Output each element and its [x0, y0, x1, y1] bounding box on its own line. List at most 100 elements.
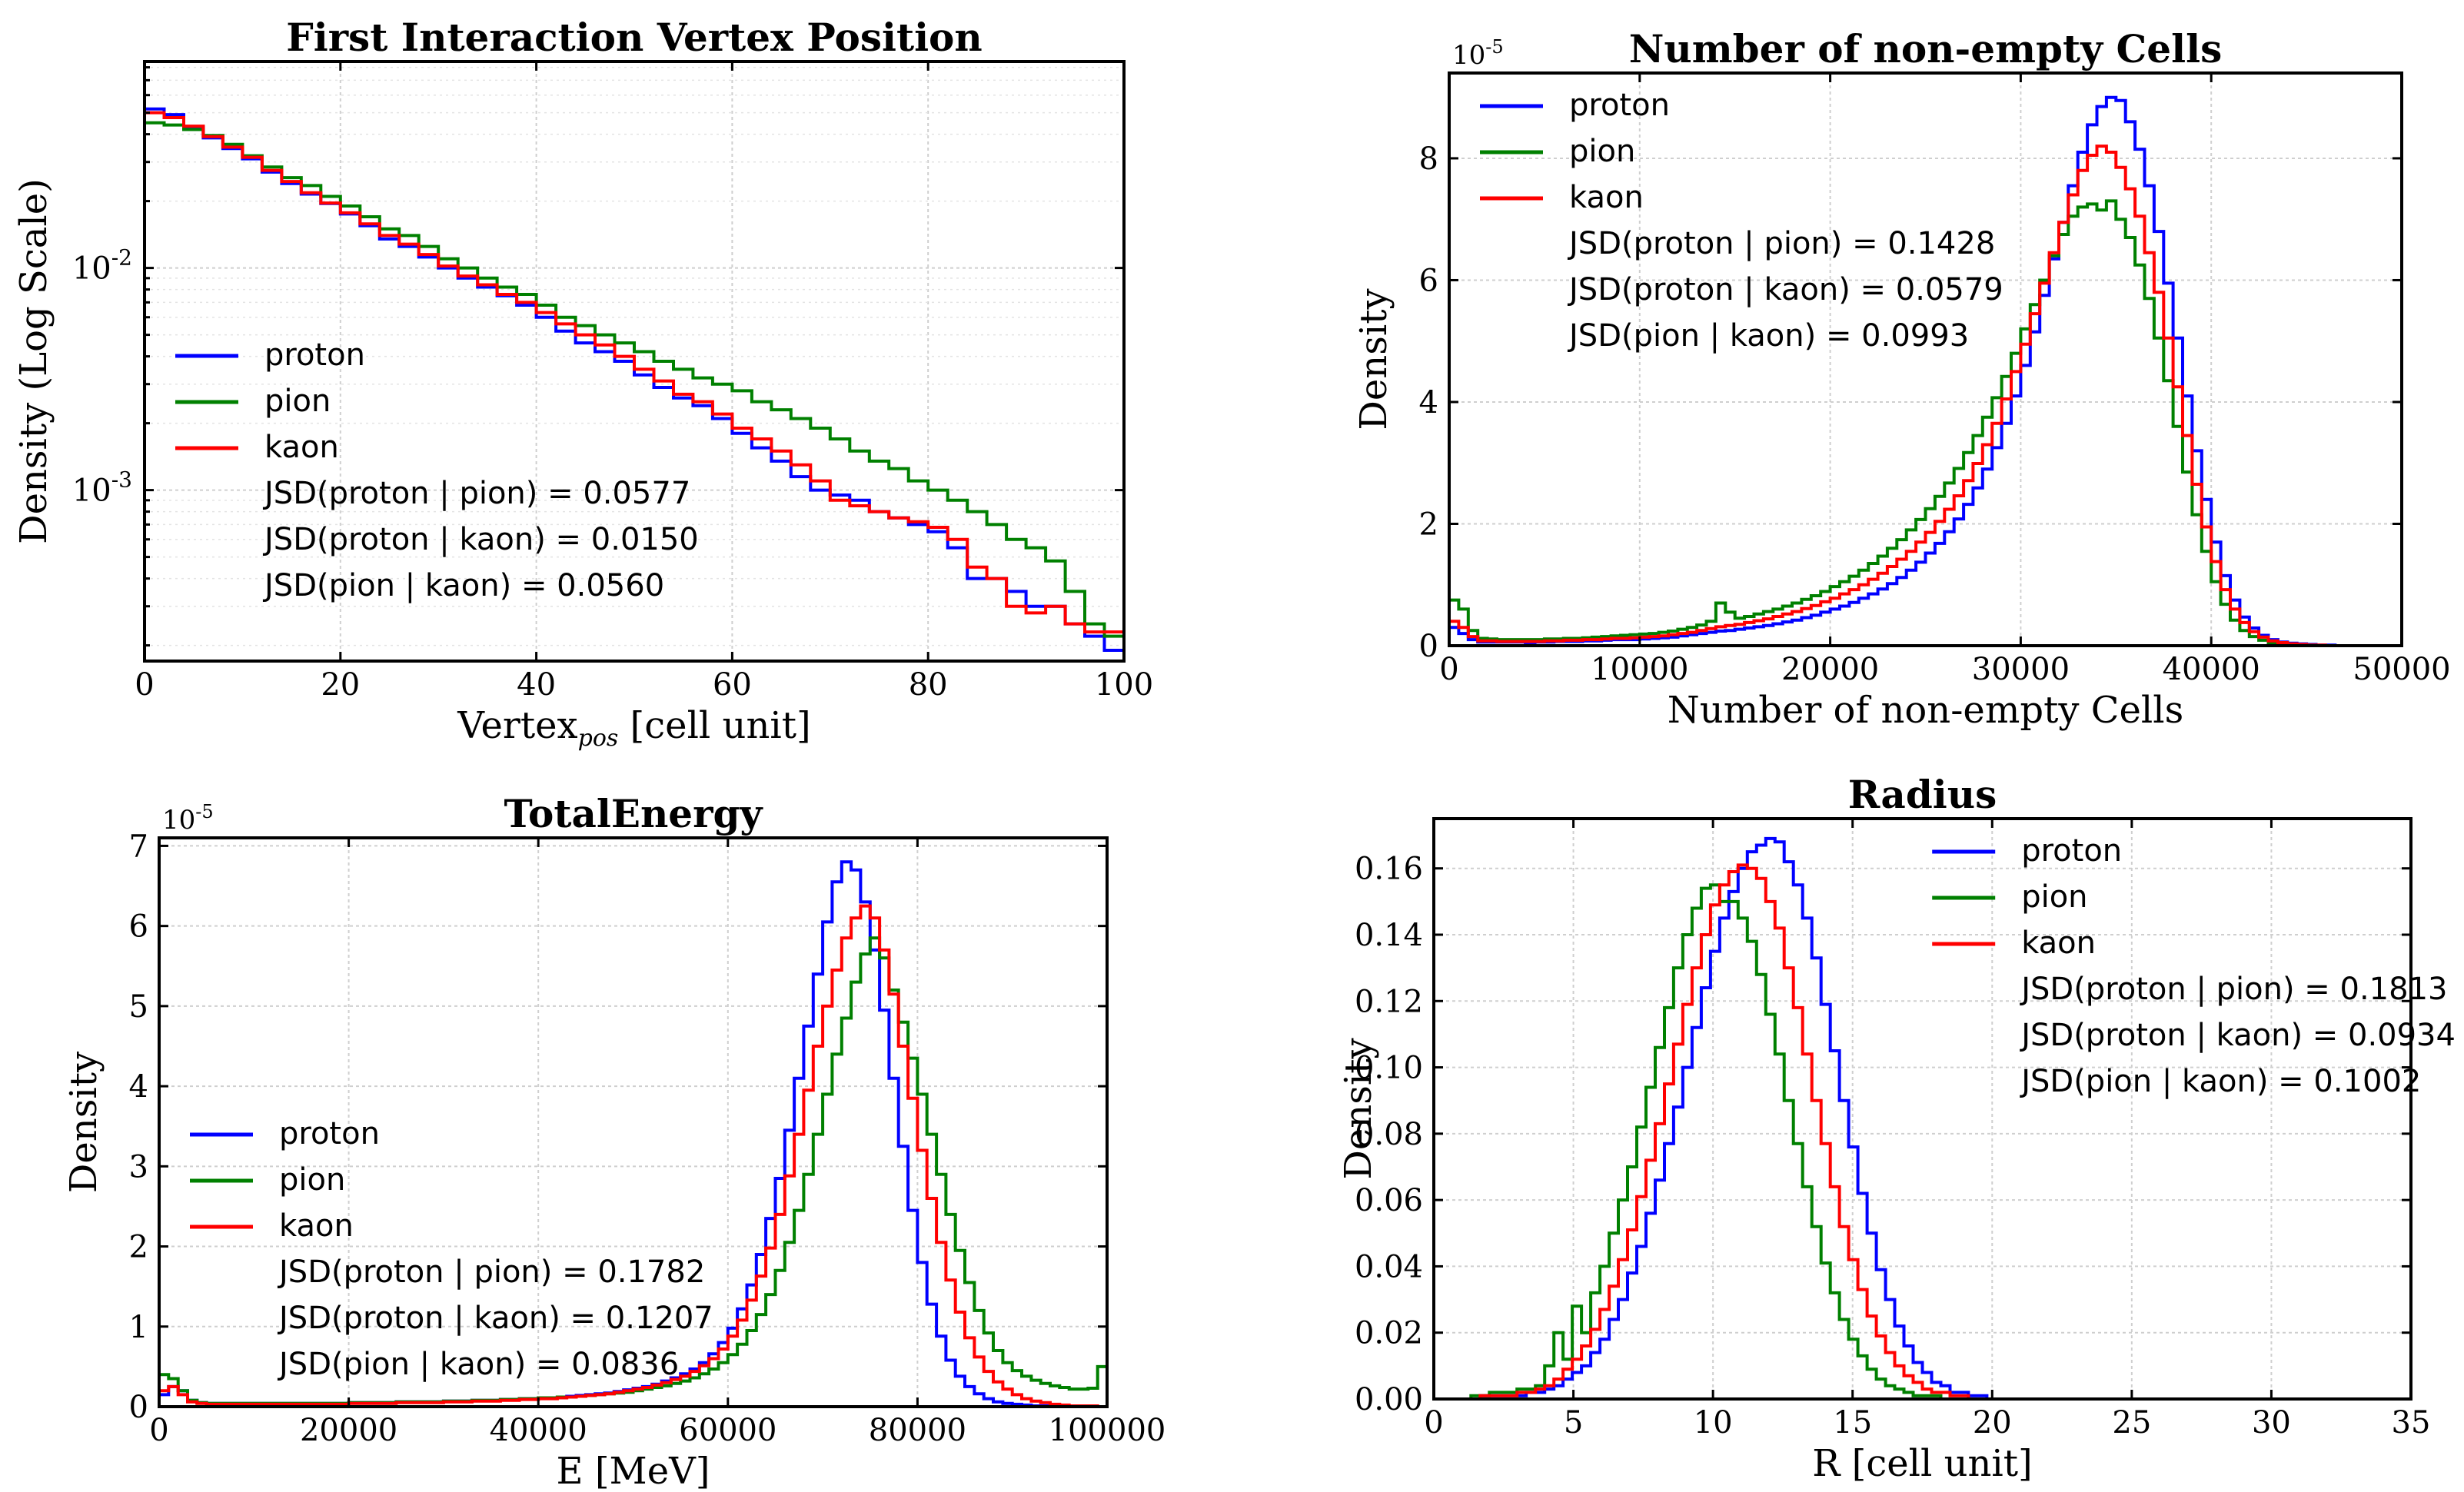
legend: proton pion kaon JSD(proton | pion) = 0.178… [190, 1116, 713, 1382]
x-tick-label: 100000 [1049, 1413, 1166, 1448]
series-pion-line [1461, 883, 2024, 1401]
legend-label-pion: pion [2021, 879, 2087, 915]
y-multiplier-exponent: -5 [1485, 36, 1503, 58]
y-multiplier-base: 10 [1452, 40, 1485, 71]
y-tick-label: 4 [129, 1069, 148, 1105]
y-tick-label: 8 [1419, 141, 1438, 177]
x-tick-label: 20 [1973, 1405, 2012, 1440]
x-tick-label: 0 [1439, 652, 1458, 687]
legend-label-proton: proton [279, 1116, 380, 1151]
y-tick-label: 2 [1419, 507, 1438, 542]
y-tick-label: 10-2 [72, 245, 132, 287]
legend-jsd-note: JSD(proton | kaon) = 0.0150 [262, 522, 699, 557]
x-tick-label: 100 [1095, 667, 1153, 703]
chart-panel-3: 0 5 10 15 20 25 30 35 0.00 0.02 0.04 0.06 0.08 0.10 0.… [1337, 772, 2456, 1485]
series-pion-line [145, 121, 1124, 638]
grid [1434, 819, 2411, 1399]
legend-jsd-note: JSD(pion | kaon) = 0.0836 [277, 1347, 679, 1382]
series-kaon-line [159, 904, 1107, 1408]
y-axis-label: Density (Log Scale) [12, 178, 55, 544]
grid [145, 61, 1124, 661]
chart-title: TotalEnergy [504, 791, 764, 836]
y-tick-label: 0.02 [1355, 1316, 1423, 1351]
series-kaon-line [1461, 863, 2024, 1401]
y-tick-label: 0.08 [1355, 1117, 1423, 1152]
x-tick-label: 10 [1694, 1405, 1733, 1440]
x-tick-label: 60000 [679, 1413, 776, 1448]
x-tick-label: 30000 [1972, 652, 2070, 687]
legend-label-proton: proton [264, 337, 365, 373]
series-pion-line [1449, 199, 2402, 647]
y-multiplier-base: 10 [162, 805, 195, 836]
legend-jsd-note: JSD(pion | kaon) = 0.0993 [1567, 318, 1969, 354]
x-axis-label-tail: [cell unit] [618, 704, 810, 747]
legend-label-kaon: kaon [2021, 925, 2096, 961]
x-axis-label: Number of non-empty Cells [1668, 689, 2183, 732]
series-kaon-line [1449, 145, 2402, 647]
y-tick-exponent: -2 [111, 245, 132, 271]
y-tick-label: 0.12 [1355, 984, 1423, 1019]
y-tick-label: 6 [1419, 263, 1438, 298]
x-axis-label: E [MeV] [557, 1450, 710, 1492]
legend-label-pion: pion [1569, 134, 1635, 169]
y-axis-label: Density [62, 1052, 105, 1193]
legend-label-kaon: kaon [1569, 180, 1644, 215]
x-tick-label: 40000 [490, 1413, 587, 1448]
x-tick-label: 50000 [2353, 652, 2450, 687]
y-tick-label: 3 [129, 1149, 148, 1185]
y-tick-label: 4 [1419, 385, 1438, 420]
y-axis-label: Density [1352, 288, 1395, 430]
legend-jsd-note: JSD(proton | pion) = 0.1813 [2019, 972, 2447, 1007]
chart-panel-2: 0 20000 40000 60000 80000 100000 0 1 2 3 4 5 6 7 10-5 T… [62, 791, 1165, 1492]
x-tick-label: 40 [517, 667, 556, 703]
plot-frame [143, 60, 1126, 663]
chart-panel-1: 0 10000 20000 30000 40000 50000 0 2 4 6 8 10-5 Numbe… [1352, 26, 2451, 732]
legend: proton pion kaon JSD(proton | pion) = 0.057… [175, 337, 699, 603]
y-tick-label: 0.16 [1355, 852, 1423, 887]
x-tick-label: 35 [2392, 1405, 2431, 1440]
y-tick-label: 1 [129, 1310, 148, 1345]
legend-jsd-note: JSD(proton | kaon) = 0.1207 [277, 1301, 713, 1336]
y-tick-label: 0.00 [1355, 1382, 1423, 1417]
y-tick-label: 2 [129, 1230, 148, 1265]
x-tick-label: 80 [909, 667, 948, 703]
legend-label-pion: pion [279, 1162, 345, 1198]
chart-title: Radius [1848, 772, 1997, 817]
x-axis-label: R [cell unit] [1812, 1442, 2033, 1485]
series-proton-line [1461, 836, 2024, 1401]
y-tick-label: 5 [129, 989, 148, 1025]
y-tick-label: 7 [129, 829, 148, 864]
legend-label-kaon: kaon [279, 1208, 354, 1244]
x-axis-label-sub: pos [578, 725, 619, 752]
legend-jsd-note: JSD(proton | pion) = 0.1428 [1567, 226, 1995, 261]
y-multiplier-exponent: -5 [195, 801, 213, 822]
y-tick-label: 0.06 [1355, 1183, 1423, 1218]
grid [1449, 73, 2402, 646]
x-tick-label: 0 [1424, 1405, 1443, 1440]
y-tick-label: 10-3 [72, 467, 132, 509]
y-tick-label: 0.14 [1355, 918, 1423, 953]
legend-label-proton: proton [2021, 833, 2122, 869]
legend-jsd-note: JSD(proton | pion) = 0.1782 [277, 1254, 705, 1290]
plot-frame [158, 836, 1109, 1408]
y-tick-label: 0 [1419, 629, 1438, 664]
x-tick-label: 40000 [2163, 652, 2260, 687]
legend-jsd-note: JSD(proton | kaon) = 0.0934 [2019, 1018, 2456, 1053]
legend-jsd-note: JSD(proton | pion) = 0.0577 [262, 476, 690, 511]
x-tick-label: 15 [1833, 1405, 1872, 1440]
x-tick-label: 10000 [1591, 652, 1688, 687]
chart-title: First Interaction Vertex Position [286, 15, 983, 60]
x-tick-label: 30 [2252, 1405, 2291, 1440]
y-tick-label: 6 [129, 909, 148, 945]
x-tick-label: 20000 [300, 1413, 397, 1448]
grid [159, 838, 1107, 1407]
legend-label-kaon: kaon [264, 430, 339, 465]
y-tick-label: 0.10 [1355, 1051, 1423, 1086]
x-tick-label: 80000 [869, 1413, 966, 1448]
y-axis-label: Density [1337, 1038, 1380, 1179]
x-tick-label: 25 [2112, 1405, 2151, 1440]
y-tick-label: 0 [129, 1390, 148, 1425]
plot-frame [1432, 817, 2412, 1401]
x-tick-label: 0 [149, 1413, 168, 1448]
